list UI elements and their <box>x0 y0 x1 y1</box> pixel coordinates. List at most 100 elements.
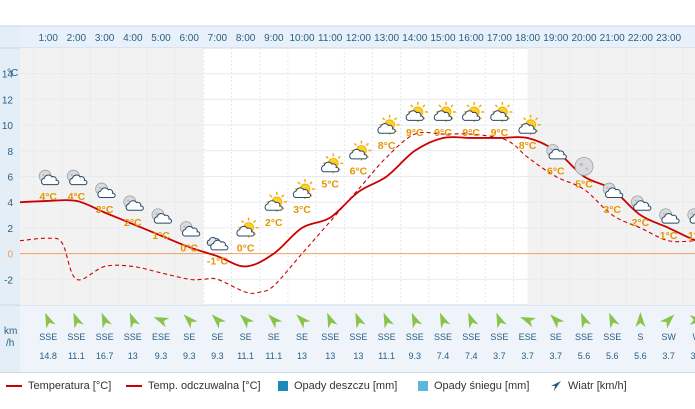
wind-direction-label: SSE <box>349 332 367 342</box>
y-tick-label: 4 <box>7 198 13 209</box>
temp-label: -1°C <box>207 255 229 267</box>
wind-direction-label: SSE <box>603 332 621 342</box>
wind-direction-label: SSE <box>434 332 452 342</box>
wind-unit-h: /h <box>6 338 14 349</box>
wind-speed-label: 3.7 <box>691 351 695 361</box>
y-tick-label: -2 <box>4 275 13 286</box>
x-tick-label: 16:00 <box>459 33 484 44</box>
wind-speed-label: 14.8 <box>39 351 57 361</box>
y-tick-label: 6 <box>7 173 13 184</box>
wind-direction-label: ESE <box>152 332 170 342</box>
legend-rain: Opady deszczu [mm] <box>278 380 397 392</box>
wind-speed-label: 3.7 <box>550 351 563 361</box>
wind-speed-label: 11.1 <box>68 351 85 361</box>
wind-direction-label: SSE <box>378 332 396 342</box>
wind-direction-label: S <box>637 332 643 342</box>
legend-snow: Opady śniegu [mm] <box>418 380 529 392</box>
x-tick-label: 1:00 <box>38 33 58 44</box>
wind-speed-label: 9.3 <box>211 351 224 361</box>
x-tick-label: 21:00 <box>600 33 625 44</box>
wind-direction-label: SW <box>661 332 676 342</box>
x-tick-label: 13:00 <box>374 33 399 44</box>
moon-crater <box>71 174 73 176</box>
wind-speed-label: 7.4 <box>465 351 478 361</box>
x-tick-label: 7:00 <box>208 33 228 44</box>
moon-crater <box>99 187 101 189</box>
moon-crater <box>580 163 583 166</box>
temp-label: 4°C <box>39 191 57 203</box>
wind-speed-label: 13 <box>353 351 363 361</box>
wind-speed-label: 3.7 <box>521 351 534 361</box>
x-tick-label: 14:00 <box>402 33 427 44</box>
x-tick-label: 12:00 <box>346 33 371 44</box>
y-tick-label: 8 <box>7 147 13 158</box>
wind-speed-label: 5.6 <box>606 351 619 361</box>
temp-label: 4°C <box>68 191 86 203</box>
wind-speed-label: 5.6 <box>578 351 591 361</box>
wind-direction-label: SSE <box>406 332 424 342</box>
temp-label: 1°C <box>660 230 678 242</box>
wind-direction-label: SSE <box>490 332 508 342</box>
moon-crater <box>127 200 129 202</box>
temp-label: 9°C <box>434 127 452 139</box>
temp-label: 1°C <box>152 230 170 242</box>
temp-label: 3°C <box>603 204 621 216</box>
x-tick-label: 23:00 <box>656 33 681 44</box>
moon-icon <box>575 157 593 175</box>
wind-speed-label: 5.6 <box>634 351 647 361</box>
temp-label: 9°C <box>491 127 509 139</box>
x-tick-label: 18:00 <box>515 33 540 44</box>
y-tick-label: 10 <box>2 121 14 132</box>
moon-crater <box>155 212 157 214</box>
moon-shape <box>575 157 593 175</box>
temp-label: 3°C <box>96 204 114 216</box>
wind-speed-label: 11.1 <box>265 351 282 361</box>
wind-direction-label: SE <box>550 332 562 342</box>
x-tick-label: 15:00 <box>430 33 455 44</box>
x-tick-label: 2:00 <box>67 33 87 44</box>
wind-direction-label: SSE <box>321 332 339 342</box>
x-tick-label: 3:00 <box>95 33 115 44</box>
x-tick-label: 8:00 <box>236 33 256 44</box>
temp-label: 2°C <box>265 217 283 229</box>
legend: Temperatura [°C] Temp. odczuwalna [°C] O… <box>0 372 695 409</box>
temp-label: 0°C <box>180 243 198 255</box>
x-tick-label: 9:00 <box>264 33 284 44</box>
wind-speed-label: 9.3 <box>183 351 196 361</box>
x-tick-label: 20:00 <box>571 33 596 44</box>
temp-label: 0°C <box>237 243 255 255</box>
x-tick-label: 11:00 <box>318 33 343 44</box>
moon-crater <box>606 187 608 189</box>
legend-feels: Temp. odczuwalna [°C] <box>126 380 261 392</box>
wind-direction-label: SE <box>268 332 280 342</box>
legend-temp: Temperatura [°C] <box>6 380 111 392</box>
temp-label: 6°C <box>350 166 368 178</box>
temp-label: 5°C <box>575 178 593 190</box>
temp-label: 2°C <box>632 217 650 229</box>
y-tick-label: 2 <box>7 224 13 235</box>
wind-speed-label: 11.1 <box>378 351 395 361</box>
wind-unit-km: km <box>4 326 17 337</box>
wind-speed-label: 3.7 <box>493 351 506 361</box>
wind-direction-label: SE <box>240 332 252 342</box>
wind-direction-label: SSE <box>67 332 85 342</box>
temp-label: 9°C <box>406 127 424 139</box>
wind-direction-label: ESE <box>519 332 537 342</box>
wind-direction-label: SSE <box>96 332 114 342</box>
wind-direction-label: SE <box>183 332 195 342</box>
moon-crater <box>635 200 637 202</box>
y-tick-label: 12 <box>2 95 14 106</box>
wind-speed-label: 13 <box>297 351 307 361</box>
moon-crater <box>42 174 44 176</box>
wind-speed-label: 16.7 <box>96 351 114 361</box>
temp-label: 8°C <box>519 140 537 152</box>
temp-label: 8°C <box>378 140 396 152</box>
x-tick-label: 6:00 <box>179 33 199 44</box>
x-tick-label: 10:00 <box>289 33 314 44</box>
x-tick-label: 4:00 <box>123 33 143 44</box>
wind-speed-label: 11.1 <box>237 351 254 361</box>
temp-label: 6°C <box>547 166 565 178</box>
wind-speed-label: 13 <box>128 351 138 361</box>
moon-crater <box>691 212 693 214</box>
